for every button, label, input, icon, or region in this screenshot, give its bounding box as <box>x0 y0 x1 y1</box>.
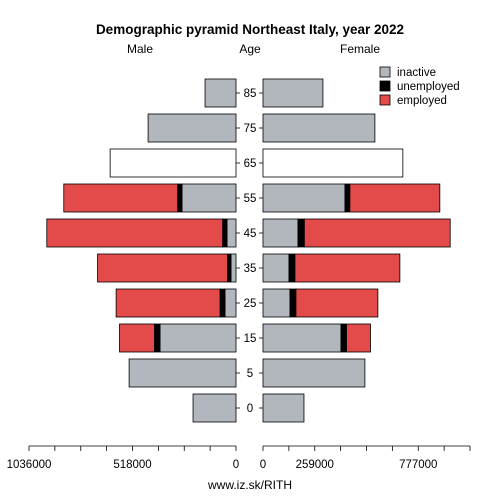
female-employed-bar-25 <box>295 288 379 318</box>
female-x-tick-label: 777000 <box>399 459 437 471</box>
female-unemployed-bar-25 <box>289 288 297 318</box>
age-label-25: 25 <box>244 298 257 310</box>
male-inactive-bar-85 <box>204 78 237 108</box>
female-inactive-bar-55 <box>262 183 346 213</box>
male-unemployed-bar-35 <box>227 253 232 283</box>
female-unemployed-bar-55 <box>344 183 351 213</box>
age-label-55: 55 <box>244 193 257 205</box>
female-employed-bar-55 <box>349 183 441 213</box>
male-employed-bar-45 <box>46 218 224 248</box>
female-inactive-bar-75 <box>262 113 376 143</box>
male-label: Male <box>127 42 153 56</box>
male-employed-bar-25 <box>115 288 221 318</box>
legend-swatch-inactive <box>379 66 391 78</box>
legend-label-inactive: inactive <box>397 67 436 79</box>
female-total-bar-65 <box>262 148 404 178</box>
male-inactive-bar-5 <box>128 358 237 388</box>
legend-label-unemployed: unemployed <box>397 81 460 93</box>
male-employed-bar-15 <box>119 323 155 353</box>
male-unemployed-bar-45 <box>222 218 228 248</box>
legend: inactive unemployed employed <box>379 66 460 107</box>
bars-group <box>46 78 451 423</box>
female-inactive-bar-15 <box>262 323 342 353</box>
female-employed-bar-15 <box>346 323 371 353</box>
age-label-5: 5 <box>247 368 253 380</box>
male-unemployed-bar-55 <box>177 183 183 213</box>
male-inactive-bar-35 <box>230 253 237 283</box>
male-unemployed-bar-15 <box>154 323 161 353</box>
male-unemployed-bar-25 <box>219 288 226 318</box>
female-employed-bar-45 <box>303 218 451 248</box>
age-label: Age <box>239 42 261 56</box>
male-inactive-bar-45 <box>226 218 237 248</box>
female-x-tick-label: 259000 <box>296 459 334 471</box>
male-total-bar-65 <box>109 148 237 178</box>
female-x-tick-label: 0 <box>260 459 266 471</box>
age-label-75: 75 <box>244 123 257 135</box>
age-label-65: 65 <box>244 158 257 170</box>
male-inactive-bar-25 <box>224 288 237 318</box>
female-inactive-bar-35 <box>262 253 290 283</box>
chart-title: Demographic pyramid Northeast Italy, yea… <box>96 22 404 37</box>
age-label-35: 35 <box>244 263 257 275</box>
female-unemployed-bar-15 <box>340 323 347 353</box>
female-inactive-bar-45 <box>262 218 299 248</box>
legend-label-employed: employed <box>397 95 447 107</box>
female-inactive-bar-0 <box>262 393 305 423</box>
female-inactive-bar-85 <box>262 78 324 108</box>
male-x-tick-label: 1036000 <box>7 459 52 471</box>
male-inactive-bar-55 <box>181 183 237 213</box>
age-label-0: 0 <box>247 403 253 415</box>
male-employed-bar-35 <box>97 253 228 283</box>
female-inactive-bar-25 <box>262 288 291 318</box>
male-x-tick-label: 0 <box>233 459 239 471</box>
male-employed-bar-55 <box>63 183 179 213</box>
male-inactive-bar-15 <box>159 323 237 353</box>
female-label: Female <box>340 42 380 56</box>
female-unemployed-bar-35 <box>288 253 296 283</box>
legend-swatch-employed <box>379 94 391 106</box>
age-label-15: 15 <box>244 333 257 345</box>
female-employed-bar-35 <box>294 253 401 283</box>
age-ticks-group: 85 75 65 55 45 35 25 15 5 0 <box>236 88 263 415</box>
axes-group: 1036000 518000 0 0 259000 777000 <box>7 445 471 471</box>
male-x-tick-label: 518000 <box>113 459 151 471</box>
female-inactive-bar-5 <box>262 358 366 388</box>
legend-swatch-unemployed <box>379 80 391 92</box>
male-inactive-bar-0 <box>192 393 237 423</box>
female-unemployed-bar-45 <box>297 218 305 248</box>
footer-url: www.iz.sk/RITH <box>207 478 292 492</box>
age-label-45: 45 <box>244 228 257 240</box>
age-label-85: 85 <box>244 88 257 100</box>
male-inactive-bar-75 <box>147 113 237 143</box>
